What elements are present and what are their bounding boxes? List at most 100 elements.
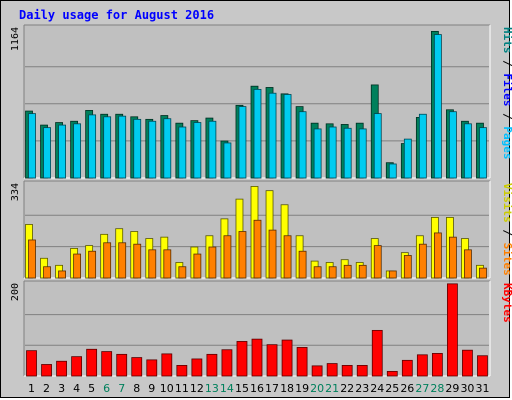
day-label-6: 6: [103, 382, 110, 395]
bar-sites-day-6: [103, 242, 112, 279]
bar-sites-day-26: [403, 255, 412, 279]
bar-sites-day-27: [418, 243, 427, 279]
legend-text-2: Files: [501, 73, 512, 106]
day-label-23: 23: [355, 382, 369, 395]
day-label-9: 9: [148, 382, 155, 395]
day-label-10: 10: [160, 382, 174, 395]
bar-files-day-17: [268, 92, 277, 179]
bar-kbytes-day-23: [356, 365, 368, 377]
day-label-15: 15: [235, 382, 249, 395]
bar-files-day-1: [28, 113, 36, 179]
day-label-13: 13: [205, 382, 219, 395]
day-label-22: 22: [340, 382, 354, 395]
bar-files-day-23: [358, 128, 367, 179]
bar-files-day-4: [73, 123, 82, 179]
day-label-5: 5: [88, 382, 95, 395]
bar-files-day-2: [43, 127, 51, 179]
bar-sites-day-16: [253, 219, 262, 279]
day-label-26: 26: [400, 382, 414, 395]
bar-kbytes-day-3: [56, 360, 67, 377]
bar-kbytes-day-30: [462, 349, 473, 377]
day-label-21: 21: [325, 382, 339, 395]
bar-sites-day-30: [464, 249, 472, 279]
bar-sites-day-14: [223, 235, 232, 279]
day-label-30: 30: [460, 382, 474, 395]
bar-kbytes-day-19: [296, 347, 308, 377]
series-legend: Hits / Files / Pages: [501, 27, 512, 160]
bar-files-day-10: [163, 118, 172, 179]
bar-files-day-9: [148, 120, 157, 179]
bar-sites-day-10: [163, 249, 172, 279]
day-label-27: 27: [415, 382, 429, 395]
legend-text-1: /: [501, 223, 512, 243]
bar-kbytes-day-12: [191, 358, 203, 377]
bar-kbytes-day-17: [266, 344, 278, 377]
bar-sites-day-4: [73, 253, 82, 279]
bar-files-day-6: [103, 116, 112, 179]
bar-sites-day-20: [313, 266, 322, 279]
day-label-2: 2: [43, 382, 50, 395]
day-label-3: 3: [58, 382, 65, 395]
day-label-29: 29: [445, 382, 459, 395]
bar-sites-day-18: [283, 235, 292, 279]
bar-files-day-13: [208, 120, 217, 179]
bar-files-day-3: [58, 124, 66, 179]
day-label-4: 4: [73, 382, 80, 395]
bar-sites-day-31: [479, 267, 487, 279]
bar-kbytes-day-25: [386, 370, 398, 377]
bar-sites-day-17: [268, 229, 277, 279]
day-label-19: 19: [295, 382, 309, 395]
bar-kbytes-day-28: [431, 353, 443, 377]
bar-kbytes-day-27: [416, 354, 428, 377]
bar-sites-day-21: [328, 266, 337, 279]
bar-kbytes-day-13: [206, 353, 218, 377]
day-label-25: 25: [385, 382, 399, 395]
bar-kbytes-day-18: [281, 339, 293, 377]
bar-kbytes-day-20: [311, 365, 323, 377]
bar-files-day-28: [433, 34, 442, 179]
x-axis-labels: 1 2 3 4 5 6 7 8 9 10 11 12 13 14 15 16 17 18 19 20 21 22 23 24 2…: [28, 382, 489, 395]
y-max-label: 1164: [10, 27, 21, 51]
bar-files-day-16: [253, 88, 262, 179]
day-label-18: 18: [280, 382, 294, 395]
bar-files-day-7: [118, 115, 127, 179]
y-max-label: 200: [10, 283, 21, 301]
bar-files-day-20: [313, 128, 322, 179]
day-label-14: 14: [220, 382, 234, 395]
bar-files-day-27: [418, 113, 427, 179]
legend-text-0: KBytes: [501, 283, 512, 323]
bar-sites-day-29: [449, 236, 457, 279]
bar-kbytes-day-9: [146, 359, 158, 377]
panel-1: 1164 Hits / Files / Pages: [10, 24, 512, 179]
legend-text-4: Pages: [501, 126, 512, 159]
y-max-label: 334: [10, 183, 21, 201]
bar-files-day-22: [343, 127, 352, 179]
panel-2: 334 Visits / Sites: [10, 180, 512, 279]
bar-sites-day-1: [28, 239, 36, 279]
bar-kbytes-day-16: [251, 338, 263, 377]
bar-kbytes-day-10: [161, 353, 173, 377]
bar-files-day-12: [193, 122, 202, 179]
bar-sites-day-28: [433, 232, 442, 279]
bar-kbytes-day-1: [26, 350, 37, 377]
bar-kbytes-day-6: [101, 351, 113, 377]
bar-sites-day-24: [373, 245, 382, 279]
bar-sites-day-8: [133, 243, 142, 279]
series-legend: Visits / Sites: [501, 183, 512, 276]
day-label-8: 8: [133, 382, 140, 395]
bar-kbytes-day-11: [176, 365, 188, 377]
bar-files-day-14: [223, 142, 232, 179]
bar-files-day-29: [449, 111, 457, 179]
bar-kbytes-day-31: [477, 355, 488, 377]
legend-text-3: /: [501, 107, 512, 127]
day-label-12: 12: [190, 382, 204, 395]
bar-sites-day-15: [238, 231, 247, 279]
bar-files-day-15: [238, 106, 247, 179]
bar-sites-day-2: [43, 266, 51, 279]
bar-sites-day-22: [343, 264, 352, 279]
bar-sites-day-11: [178, 266, 187, 279]
bar-files-day-25: [388, 163, 397, 179]
legend-text-0: Hits: [501, 27, 512, 54]
bar-files-day-5: [88, 114, 97, 179]
